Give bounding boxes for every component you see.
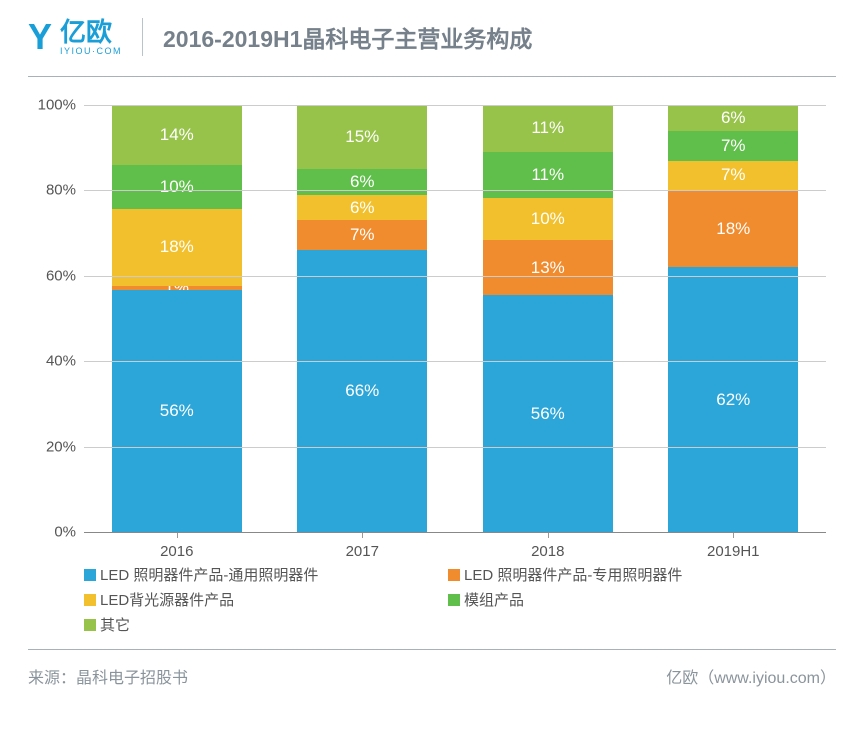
bar-column: 56%1%18%10%14%2016 xyxy=(84,105,270,532)
gridline xyxy=(84,532,826,533)
segment-value: 10% xyxy=(531,209,565,229)
legend-item: LED背光源器件产品 xyxy=(84,589,424,610)
logo-mark-icon: Y xyxy=(28,19,52,55)
bar-stack: 66% 7% 6% 6% 15% xyxy=(297,105,427,532)
legend-label: 其它 xyxy=(100,614,130,635)
credit-text: 亿欧（www.iyiou.com） xyxy=(666,664,836,688)
source-text: 来源：晶科电子招股书 xyxy=(28,664,188,688)
brand-cn: 亿欧 xyxy=(60,19,122,45)
segment-value: 66% xyxy=(345,381,379,401)
legend-item: 其它 xyxy=(84,614,424,635)
x-tick-label: 2016 xyxy=(160,543,193,560)
legend-item: LED 照明器件产品-专用照明器件 xyxy=(448,564,788,585)
segment-value: 6% xyxy=(721,108,746,128)
legend-item: 模组产品 xyxy=(448,589,788,610)
bar-segment: 62% xyxy=(668,267,798,532)
bar-segment: 56% xyxy=(112,290,242,532)
segment-value: 11% xyxy=(531,165,564,185)
chart: 56% 1% 18% 10% 14% 2016 66% 7% 6% 6% 15% 2017 56% 13%… xyxy=(28,95,836,560)
bar-segment: 11% xyxy=(483,105,613,152)
segment-value: 7% xyxy=(350,225,375,245)
segment-value: 11% xyxy=(531,118,564,138)
y-tick-label: 0% xyxy=(28,524,76,541)
legend-swatch-icon xyxy=(84,594,96,606)
bar-segment: 7% xyxy=(297,220,427,250)
bar-segment: 10% xyxy=(112,165,242,208)
legend-swatch-icon xyxy=(448,569,460,581)
bar-segment: 18% xyxy=(112,209,242,287)
y-tick-label: 60% xyxy=(28,267,76,284)
bar-stack: 56% 13% 10% 11% 11% xyxy=(483,105,613,532)
gridline xyxy=(84,276,826,277)
bar-column: 66%7%6%6%15%2017 xyxy=(270,105,456,532)
segment-value: 14% xyxy=(160,125,194,145)
segment-value: 6% xyxy=(350,198,375,218)
segment-value: 18% xyxy=(160,237,194,257)
bar-segment: 6% xyxy=(297,195,427,221)
segment-value: 13% xyxy=(531,258,565,278)
segment-value: 18% xyxy=(716,219,750,239)
segment-value: 56% xyxy=(160,401,194,421)
segment-value: 62% xyxy=(716,390,750,410)
segment-value: 10% xyxy=(160,177,194,197)
legend: LED 照明器件产品-通用照明器件 LED 照明器件产品-专用照明器件 LED背光源… xyxy=(84,564,836,635)
y-tick-label: 20% xyxy=(28,438,76,455)
segment-value: 7% xyxy=(721,136,746,156)
gridline xyxy=(84,105,826,106)
y-tick-label: 40% xyxy=(28,353,76,370)
bar-segment: 14% xyxy=(112,105,242,165)
bar-segment: 10% xyxy=(483,198,613,240)
x-tick-label: 2019H1 xyxy=(707,543,760,560)
legend-label: 模组产品 xyxy=(464,589,524,610)
footer: 来源：晶科电子招股书 亿欧（www.iyiou.com） xyxy=(0,650,864,688)
bar-segment: 6% xyxy=(668,105,798,131)
brand-logo: Y 亿欧 IYIOU·COM xyxy=(28,19,122,56)
bar-segment: 7% xyxy=(668,131,798,161)
header: Y 亿欧 IYIOU·COM 2016-2019H1晶科电子主营业务构成 xyxy=(0,0,864,74)
gridline xyxy=(84,447,826,448)
bar-column: 62%18%7%7%6%2019H1 xyxy=(641,105,827,532)
legend-item: LED 照明器件产品-通用照明器件 xyxy=(84,564,424,585)
y-tick-label: 100% xyxy=(28,97,76,114)
chart-title: 2016-2019H1晶科电子主营业务构成 xyxy=(163,20,532,54)
segment-value: 6% xyxy=(350,172,375,192)
bar-segment: 56% xyxy=(483,295,613,532)
bars-container: 56%1%18%10%14%201666%7%6%6%15%201756%13%… xyxy=(84,105,826,532)
bar-segment: 18% xyxy=(668,190,798,267)
bar-stack: 56% 1% 18% 10% 14% xyxy=(112,105,242,532)
bar-segment: 1% xyxy=(112,286,242,290)
legend-swatch-icon xyxy=(84,569,96,581)
gridline xyxy=(84,190,826,191)
bar-segment: 13% xyxy=(483,240,613,295)
brand-en: IYIOU·COM xyxy=(60,47,122,56)
y-tick-label: 80% xyxy=(28,182,76,199)
top-rule xyxy=(28,76,836,77)
bar-segment: 15% xyxy=(297,105,427,169)
segment-value: 1% xyxy=(164,286,189,290)
legend-label: LED 照明器件产品-通用照明器件 xyxy=(100,564,318,585)
legend-swatch-icon xyxy=(84,619,96,631)
plot-area: 56%1%18%10%14%201666%7%6%6%15%201756%13%… xyxy=(84,105,826,532)
x-tick-label: 2018 xyxy=(531,543,564,560)
segment-value: 7% xyxy=(721,165,746,185)
gridline xyxy=(84,361,826,362)
x-tick-label: 2017 xyxy=(346,543,379,560)
header-divider xyxy=(142,18,143,56)
legend-label: LED 照明器件产品-专用照明器件 xyxy=(464,564,682,585)
bar-segment: 7% xyxy=(668,161,798,191)
legend-swatch-icon xyxy=(448,594,460,606)
legend-label: LED背光源器件产品 xyxy=(100,589,234,610)
bar-column: 56%13%10%11%11%2018 xyxy=(455,105,641,532)
bar-segment: 66% xyxy=(297,250,427,532)
bar-stack: 62% 18% 7% 7% 6% xyxy=(668,105,798,532)
segment-value: 15% xyxy=(345,127,379,147)
segment-value: 56% xyxy=(531,404,565,424)
